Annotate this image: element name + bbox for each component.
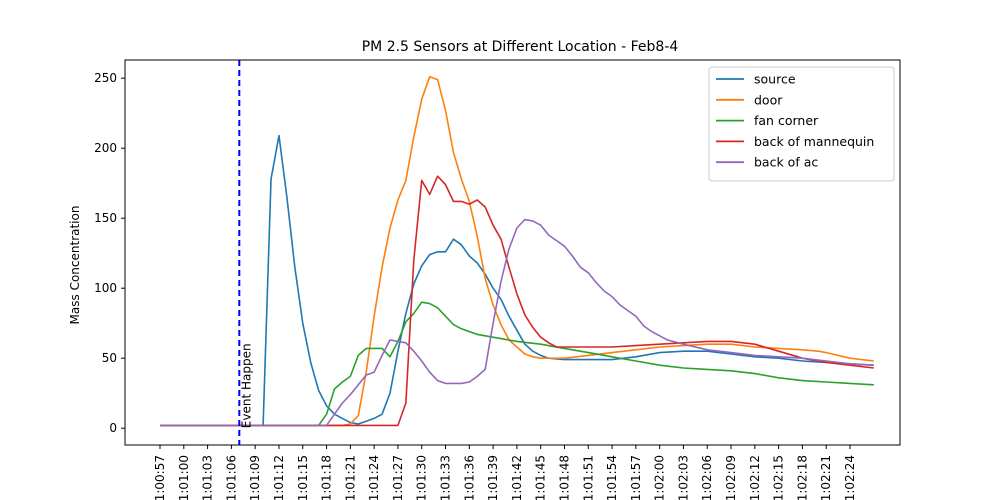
x-tick-label: 1:02:24: [843, 455, 857, 500]
y-tick-label: 150: [94, 211, 117, 225]
x-tick-label: 1:01:09: [248, 455, 262, 500]
x-tick-label: 1:01:42: [510, 455, 524, 500]
x-tick-label: 1:02:00: [653, 455, 667, 500]
y-tick-label: 200: [94, 141, 117, 155]
x-tick-label: 1:01:18: [320, 455, 334, 500]
x-tick-label: 1:01:03: [201, 455, 215, 500]
x-tick-label: 1:01:36: [462, 455, 476, 500]
x-tick-label: 1:02:12: [748, 455, 762, 500]
legend-label: source: [754, 72, 796, 87]
chart-title: PM 2.5 Sensors at Different Location - F…: [362, 39, 679, 55]
x-tick-label: 1:01:06: [224, 455, 238, 500]
x-tick-label: 1:01:30: [415, 455, 429, 500]
x-tick-label: 1:00:57: [153, 455, 167, 500]
legend-box: [708, 66, 895, 182]
x-tick-label: 1:02:09: [724, 455, 738, 500]
series-line-back-of-ac: [160, 218, 874, 427]
y-axis-title: Mass Concentration: [68, 206, 82, 325]
x-tick-label: 1:02:03: [676, 455, 690, 500]
y-tick-label: 50: [102, 351, 117, 365]
x-tick-label: 1:01:45: [534, 455, 548, 500]
legend-label: fan corner: [754, 113, 819, 128]
x-tick-label: 1:02:06: [700, 455, 714, 500]
x-tick-label: 1:01:21: [343, 455, 357, 500]
x-tick-label: 1:01:57: [629, 455, 643, 500]
x-tick-label: 1:01:39: [486, 455, 500, 500]
y-tick-label: 0: [109, 421, 117, 435]
x-tick-label: 1:01:51: [581, 455, 595, 500]
x-tick-label: 1:01:33: [439, 455, 453, 500]
series-line-door: [160, 76, 874, 427]
x-tick-label: 1:01:54: [605, 455, 619, 500]
x-tick-label: 1:02:18: [795, 455, 809, 500]
plot-area: Event Happen: [160, 60, 874, 445]
x-tick-label: 1:02:15: [772, 455, 786, 500]
event-label: Event Happen: [239, 343, 253, 428]
x-tick-label: 1:01:15: [296, 455, 310, 500]
y-tick-label: 250: [94, 71, 117, 85]
series-line-back-of-mannequin: [160, 175, 874, 427]
x-tick-label: 1:01:12: [272, 455, 286, 500]
x-tick-label: 1:02:21: [819, 455, 833, 500]
x-tick-label: 1:01:00: [177, 455, 191, 500]
x-tick-label: 1:01:24: [367, 455, 381, 500]
legend: source door fan corner back of mannequin bac…: [708, 66, 895, 182]
series-line-fan-corner: [160, 301, 874, 427]
series-line-source: [160, 134, 874, 427]
x-tick-label: 1:01:48: [557, 455, 571, 500]
legend-label: door: [754, 92, 783, 107]
legend-label: back of mannequin: [754, 134, 874, 149]
x-tick-label: 1:01:27: [391, 455, 405, 500]
y-tick-label: 100: [94, 281, 117, 295]
legend-label: back of ac: [754, 155, 818, 170]
plot-frame: [124, 59, 901, 446]
